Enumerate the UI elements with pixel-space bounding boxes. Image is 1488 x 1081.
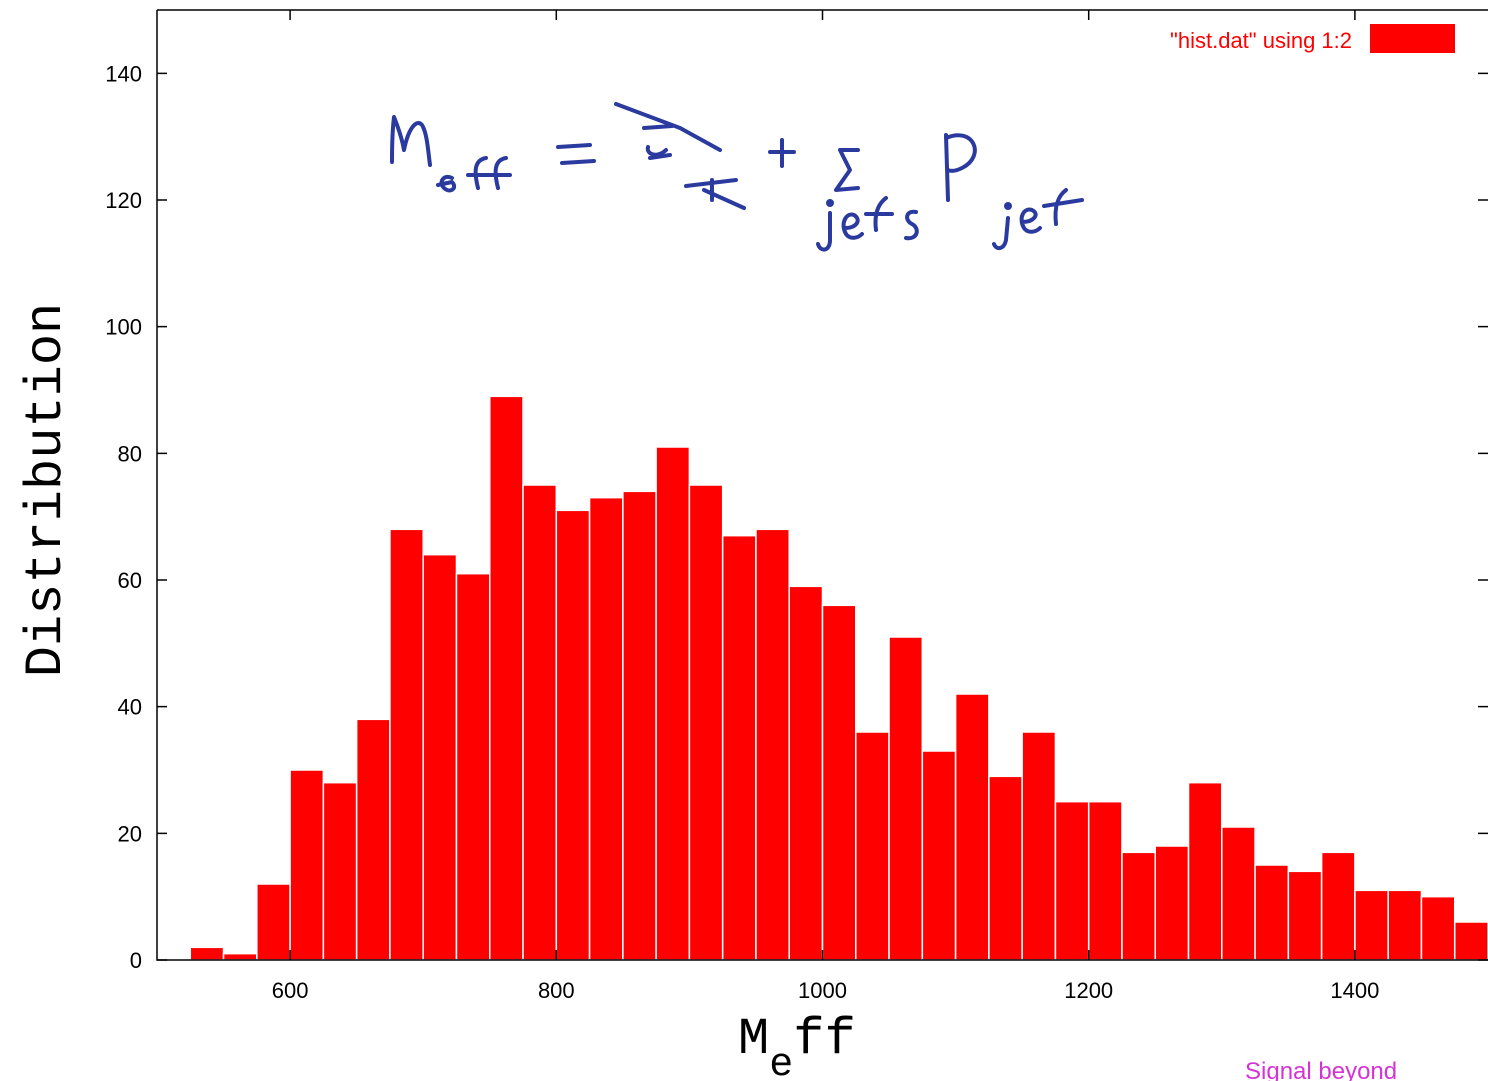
- histogram-bar: [189, 946, 225, 961]
- histogram-bars: [189, 395, 1488, 961]
- x-tick-label: 1200: [1064, 978, 1113, 1003]
- y-tick-label: 140: [105, 61, 142, 86]
- x-axis-title-rest: ff: [793, 1010, 855, 1069]
- histogram-bar: [888, 636, 924, 961]
- y-tick-label: 40: [118, 695, 142, 720]
- x-tick-label: 1000: [798, 978, 847, 1003]
- histogram-bar: [322, 781, 358, 961]
- y-tick-label: 60: [118, 568, 142, 593]
- histogram-bar: [422, 553, 458, 961]
- histogram-bar: [289, 769, 325, 961]
- x-tick-label: 600: [272, 978, 309, 1003]
- x-tick-label: 1400: [1330, 978, 1379, 1003]
- histogram-bar: [588, 496, 624, 961]
- histogram-bar: [222, 952, 258, 961]
- histogram-bar: [1154, 845, 1190, 961]
- histogram-bar: [1187, 781, 1223, 961]
- y-tick-label: 120: [105, 188, 142, 213]
- histogram-bar: [1021, 731, 1057, 961]
- histogram-bar: [489, 395, 524, 961]
- x-axis-title-main: M: [738, 1010, 769, 1069]
- histogram-bar: [1221, 826, 1256, 961]
- histogram-bar: [1254, 864, 1290, 961]
- x-axis-title: Meff: [738, 1010, 856, 1081]
- y-tick-label: 100: [105, 315, 142, 340]
- histogram-bar: [455, 572, 491, 961]
- histogram-bar: [622, 490, 657, 961]
- histogram-bar: [921, 750, 957, 961]
- histogram-bar: [688, 484, 724, 961]
- histogram-bar: [655, 446, 691, 961]
- histogram-bar: [1354, 889, 1389, 961]
- legend-label: "hist.dat" using 1:2: [1170, 28, 1352, 53]
- handwritten-formula-annotation: [390, 102, 1084, 252]
- legend: "hist.dat" using 1:2: [1170, 24, 1455, 53]
- histogram-bar: [355, 718, 391, 961]
- histogram-bar: [954, 693, 990, 961]
- histogram-bar: [755, 528, 790, 961]
- histogram-bar: [389, 528, 424, 961]
- histogram-bar: [1087, 800, 1123, 961]
- histogram-bar: [555, 509, 591, 961]
- corner-note: Signal beyond: [1245, 1058, 1397, 1081]
- x-tick-label: 800: [538, 978, 575, 1003]
- histogram-bar: [522, 484, 558, 961]
- histogram-bar: [1387, 889, 1423, 961]
- histogram-bar: [1054, 800, 1090, 961]
- histogram-bar: [1320, 851, 1356, 961]
- histogram-bar: [821, 604, 857, 961]
- x-axis-title-subscript: e: [769, 1043, 793, 1081]
- y-tick-label: 20: [118, 821, 142, 846]
- histogram-bar: [721, 534, 757, 961]
- y-tick-label: 0: [130, 948, 142, 973]
- histogram-bar: [1287, 870, 1323, 961]
- y-axis-title: Distribution: [17, 303, 76, 677]
- histogram-bar: [1420, 895, 1456, 961]
- axis-ticks: 0 20 40 60 80 100 120 140 600 800 1000 1200 1400: [105, 10, 1488, 1003]
- y-tick-label: 80: [118, 441, 142, 466]
- histogram-bar: [988, 775, 1023, 961]
- histogram-bar: [855, 731, 890, 961]
- legend-swatch: [1370, 24, 1455, 53]
- histogram-bar: [1453, 921, 1488, 961]
- histogram-bar: [788, 585, 824, 961]
- histogram-bar: [256, 883, 291, 961]
- histogram-bar: [1121, 851, 1156, 961]
